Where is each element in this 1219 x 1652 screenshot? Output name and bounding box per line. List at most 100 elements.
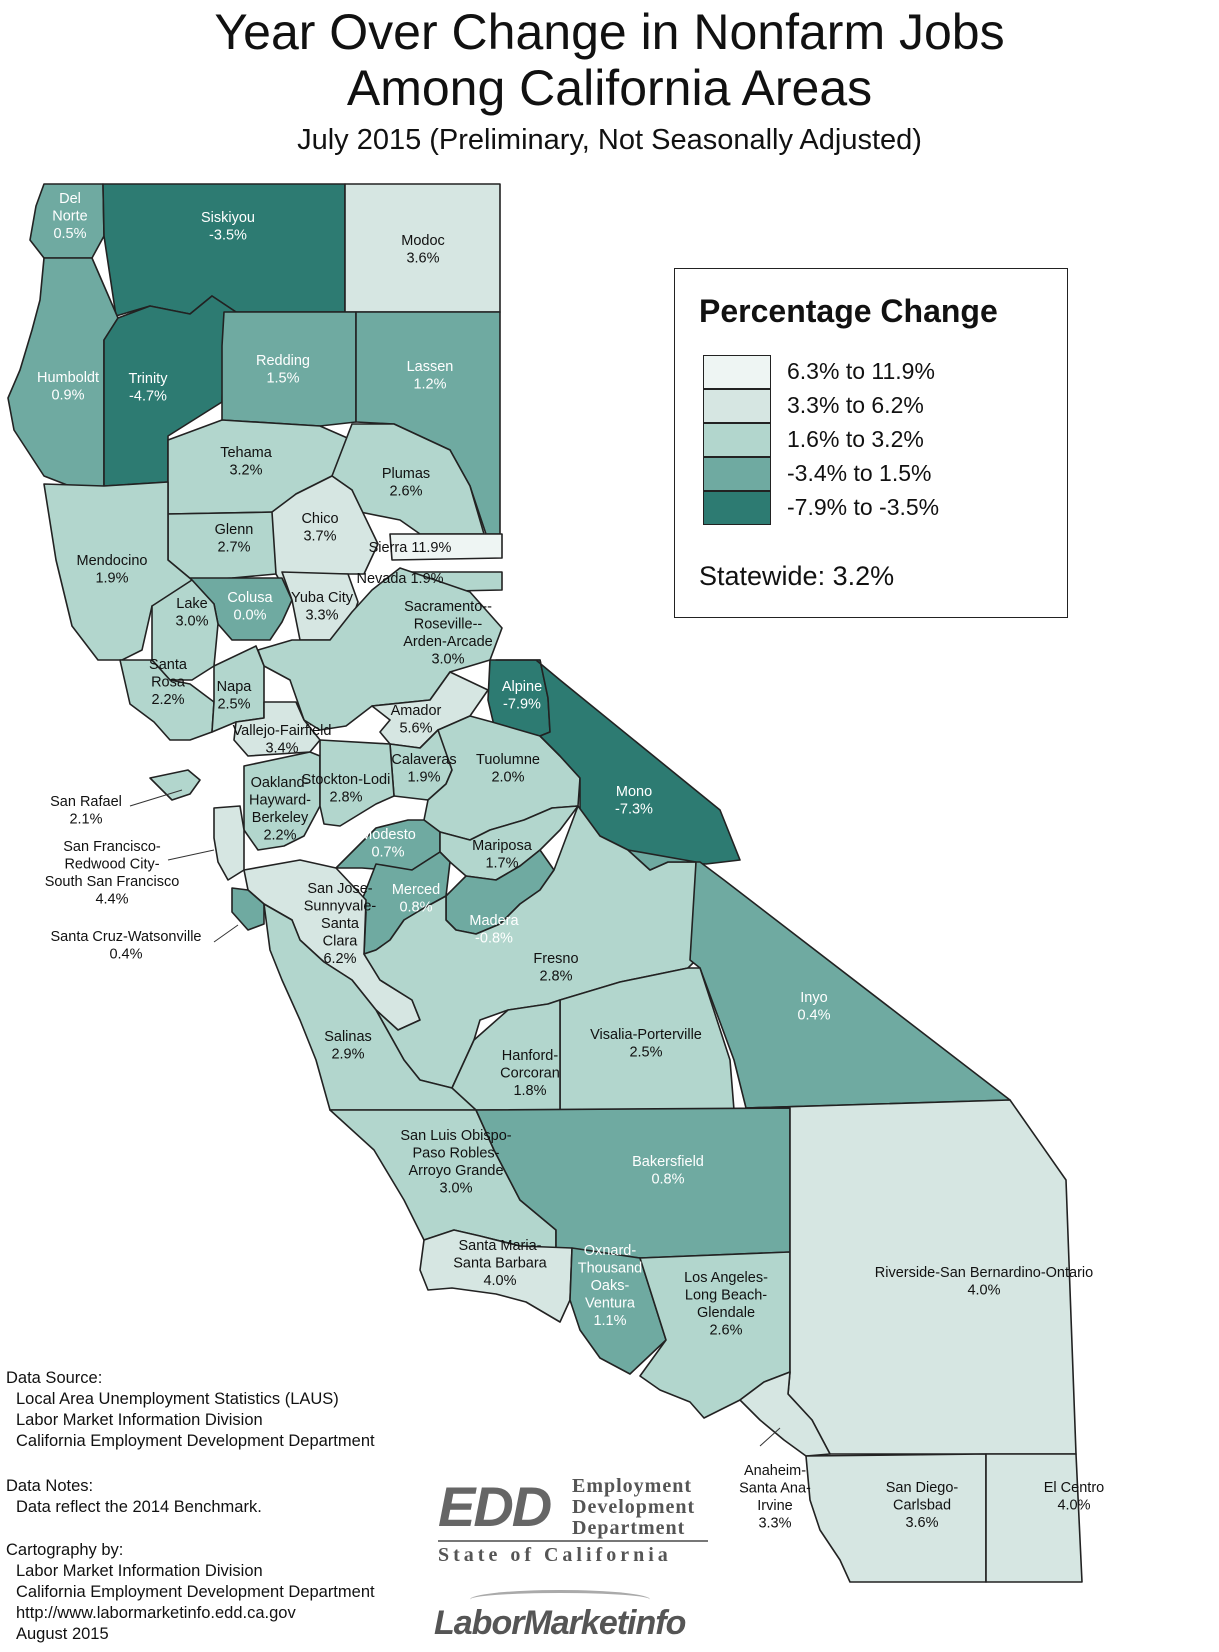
region-mariposa bbox=[439, 805, 579, 881]
label-mono: Mono -7.3% bbox=[615, 784, 653, 818]
legend-swatch-4 bbox=[703, 457, 771, 491]
label-mendocino: Mendocino 1.9% bbox=[77, 553, 148, 587]
label-santa-cruz-watsonville: Santa Cruz-Watsonville 0.4% bbox=[51, 929, 202, 963]
legend-row-1: 6.3% to 11.9% bbox=[703, 355, 1043, 389]
edd-name-line1: Employment bbox=[572, 1475, 692, 1497]
map-title-line2: Among California Areas bbox=[346, 60, 873, 116]
region-anaheim-santa-ana-irvine bbox=[739, 1371, 831, 1457]
leader-anaheim bbox=[759, 1427, 781, 1447]
edd-logo: EDD Employment Development Department St… bbox=[438, 1474, 708, 1567]
label-vallejo-fairfield: Vallejo-Fairfield 3.4% bbox=[233, 723, 332, 757]
leader-san-rafael bbox=[129, 789, 183, 807]
region-vallejo-fairfield bbox=[233, 701, 321, 757]
label-trinity: Trinity -4.7% bbox=[129, 371, 169, 405]
label-san-francisco-redwood-city-south-san-francisco: San Francisco-Redwood City-South San Fra… bbox=[45, 839, 180, 908]
label-yuba-city: Yuba City 3.3% bbox=[291, 590, 354, 624]
edd-name-line2: Development bbox=[572, 1496, 696, 1518]
label-chico: Chico 3.7% bbox=[301, 511, 338, 545]
region-san-rafael bbox=[149, 769, 201, 801]
edd-name: Employment Development Department bbox=[572, 1476, 695, 1539]
label-bakersfield: Bakersfield 0.8% bbox=[632, 1154, 704, 1188]
region-hanford-corcoran bbox=[451, 999, 561, 1111]
legend-row-2: 3.3% to 6.2% bbox=[703, 389, 1043, 423]
label-redding: Redding 1.5% bbox=[256, 353, 310, 387]
label-los-angeles-long-beach-glendale: Los Angeles-Long Beach-Glendale 2.6% bbox=[684, 1270, 768, 1339]
legend-title: Percentage Change bbox=[699, 293, 998, 329]
label-inyo: Inyo 0.4% bbox=[797, 990, 830, 1024]
legend-label-4: -3.4% to 1.5% bbox=[787, 460, 932, 486]
label-merced: Merced 0.8% bbox=[392, 882, 440, 916]
labormarketinfo-swoosh-icon bbox=[470, 1590, 650, 1609]
cartography-line: http://www.labormarketinfo.edd.ca.gov bbox=[16, 1604, 296, 1622]
label-calaveras: Calaveras 1.9% bbox=[391, 752, 456, 786]
edd-state-line: State of California bbox=[438, 1540, 708, 1567]
edd-name-line3: Department bbox=[572, 1517, 686, 1539]
region-sierra bbox=[389, 533, 503, 561]
leader-santa-cruz bbox=[213, 924, 239, 943]
label-lassen: Lassen 1.2% bbox=[407, 359, 454, 393]
label-glenn: Glenn 2.7% bbox=[215, 522, 254, 556]
label-fresno: Fresno 2.8% bbox=[533, 951, 578, 985]
label-plumas: Plumas 2.6% bbox=[382, 466, 430, 500]
data-source-heading: Data Source: bbox=[6, 1369, 103, 1387]
data-notes-block: Data Notes: Data reflect the 2014 Benchm… bbox=[6, 1476, 262, 1518]
label-riverside-san-bernardino-ontario: Riverside-San Bernardino-Ontario 4.0% bbox=[875, 1265, 1093, 1299]
label-el-centro: El Centro 4.0% bbox=[1044, 1480, 1104, 1514]
legend-swatch-2 bbox=[703, 389, 771, 423]
label-sierra: Sierra 11.9% bbox=[369, 540, 452, 556]
region-stockton-lodi bbox=[319, 739, 395, 827]
label-alpine: Alpine -7.9% bbox=[502, 679, 542, 713]
labormarketinfo-logo: LaborMarketinfo bbox=[434, 1604, 686, 1642]
data-notes-heading: Data Notes: bbox=[6, 1477, 94, 1495]
legend: Percentage Change 6.3% to 11.9% 3.3% to … bbox=[674, 268, 1068, 618]
label-anaheim-santa-ana-irvine: Anaheim-Santa Ana-Irvine 3.3% bbox=[739, 1463, 811, 1532]
label-tehama: Tehama 3.2% bbox=[220, 445, 273, 479]
label-oxnard-thousand-oaks-ventura: Oxnard-Thousand Oaks-Ventura 1.1% bbox=[578, 1243, 643, 1329]
region-santa-maria-santa-barbara bbox=[419, 1229, 573, 1323]
label-lake: Lake 3.0% bbox=[175, 596, 208, 630]
region-san-diego-carlsbad bbox=[805, 1453, 987, 1583]
region-san-francisco-redwood-city-south-san-francisco bbox=[213, 805, 245, 881]
legend-label-5: -7.9% to -3.5% bbox=[787, 494, 940, 520]
cartography-line: Labor Market Information Division bbox=[16, 1562, 263, 1580]
legend-row-3: 1.6% to 3.2% bbox=[703, 423, 1043, 457]
label-oakland-hayward-berkeley: Oakland-Hayward-Berkeley 2.2% bbox=[249, 775, 311, 844]
legend-label-3: 1.6% to 3.2% bbox=[787, 426, 924, 452]
label-modesto: Modesto 0.7% bbox=[360, 827, 416, 861]
label-salinas: Salinas 2.9% bbox=[324, 1029, 372, 1063]
label-san-jose-sunnyvale-santa-clara: San Jose-Sunnyvale-Santa Clara 6.2% bbox=[304, 881, 377, 967]
label-san-diego-carlsbad: San Diego-Carlsbad 3.6% bbox=[886, 1480, 959, 1531]
cartography-heading: Cartography by: bbox=[6, 1541, 124, 1559]
label-amador: Amador 5.6% bbox=[391, 703, 442, 737]
region-el-centro bbox=[985, 1453, 1083, 1583]
label-santa-rosa: Santa Rosa 2.2% bbox=[149, 657, 188, 708]
statewide-value: Statewide: 3.2% bbox=[699, 561, 895, 591]
legend-row-5: -7.9% to -3.5% bbox=[703, 491, 1043, 525]
label-modoc: Modoc 3.6% bbox=[401, 233, 445, 267]
label-san-rafael: San Rafael 2.1% bbox=[50, 794, 122, 828]
legend-label-2: 3.3% to 6.2% bbox=[787, 392, 924, 418]
label-stockton-lodi: Stockton-Lodi 2.8% bbox=[302, 772, 391, 806]
label-santa-maria-santa-barbara: Santa Maria-Santa Barbara 4.0% bbox=[453, 1238, 547, 1289]
legend-swatch-3 bbox=[703, 423, 771, 457]
edd-mark: EDD bbox=[438, 1475, 552, 1538]
label-colusa: Colusa 0.0% bbox=[227, 590, 273, 624]
label-siskiyou: Siskiyou -3.5% bbox=[201, 210, 255, 244]
label-humboldt: Humboldt 0.9% bbox=[37, 370, 99, 404]
cartography-block: Cartography by: Labor Market Information… bbox=[6, 1540, 375, 1645]
label-mariposa: Mariposa 1.7% bbox=[472, 838, 533, 872]
legend-swatch-5 bbox=[703, 491, 771, 525]
region-santa-cruz-watsonville bbox=[231, 887, 265, 931]
label-sacramento-roseville-arden-arcade: Sacramento--Roseville--Arden-Arcade 3.0% bbox=[403, 599, 492, 668]
data-source-block: Data Source: Local Area Unemployment Sta… bbox=[6, 1368, 375, 1452]
data-source-line: Labor Market Information Division bbox=[16, 1411, 263, 1429]
label-del-norte: Del Norte 0.5% bbox=[52, 191, 87, 242]
map-subtitle: July 2015 (Preliminary, Not Seasonally A… bbox=[297, 124, 922, 156]
label-nevada: Nevada 1.9% bbox=[356, 571, 443, 587]
legend-label-1: 6.3% to 11.9% bbox=[787, 358, 935, 384]
region-siskiyou bbox=[102, 183, 346, 317]
label-visalia-porterville: Visalia-Porterville 2.5% bbox=[590, 1027, 702, 1061]
cartography-line: California Employment Development Depart… bbox=[16, 1583, 375, 1601]
label-hanford-corcoran: Hanford-Corcoran 1.8% bbox=[500, 1048, 560, 1099]
